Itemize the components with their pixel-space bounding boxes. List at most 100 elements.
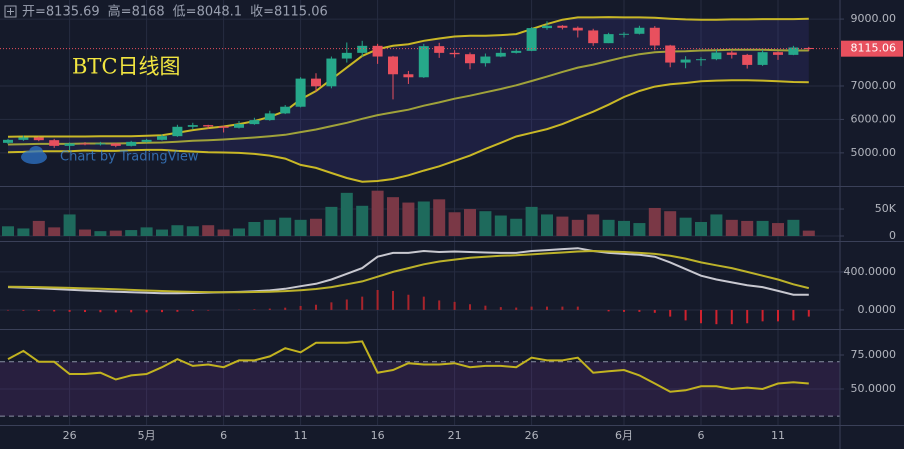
macd-line: [7, 249, 810, 294]
macd-histogram-bar: [268, 308, 271, 310]
macd-histogram-bar: [469, 304, 471, 310]
overlay-line: [7, 79, 809, 183]
macd-histogram-bar: [161, 309, 163, 313]
candle-body: [418, 46, 429, 78]
volume-bar: [448, 212, 461, 237]
candle-body: [557, 25, 568, 28]
volume-bar: [387, 197, 399, 237]
macd-histogram-bar: [638, 309, 641, 312]
header-value: 8115.06: [274, 5, 328, 20]
volume-bar: [248, 221, 261, 237]
candle-body: [3, 139, 13, 143]
macd-histogram-bar: [422, 296, 425, 310]
macd-histogram-bar: [37, 309, 40, 312]
x-tick-label: 5月: [138, 429, 156, 442]
macd-histogram-bar: [761, 309, 764, 322]
candle-body: [357, 45, 368, 53]
candle-body: [665, 45, 676, 63]
candle-body: [80, 143, 90, 145]
volume-bar: [32, 220, 45, 237]
volume-bar: [402, 202, 415, 237]
macd-histogram-bar: [561, 306, 564, 310]
x-tick-label: 21: [448, 429, 462, 442]
candle-body: [249, 120, 260, 125]
volume-bar: [325, 206, 338, 237]
macd-histogram-bar: [623, 309, 625, 312]
header-value: 8048.1: [197, 5, 243, 20]
watermark: Chart by TradingView: [21, 146, 199, 165]
y-tick-label: 7000.00: [851, 79, 897, 92]
volume-bar: [479, 211, 492, 237]
volume-bar: [340, 192, 353, 237]
axis: 9000.00 7000.00 6000.00 5000.00 50K 0 400.0000…: [63, 12, 903, 442]
header-value: 8135.69: [46, 5, 100, 20]
macd-histogram-bar: [22, 309, 25, 311]
candle-body: [757, 52, 768, 65]
candle-body: [234, 124, 244, 128]
x-tick-label: 11: [294, 429, 308, 442]
macd-histogram-bar: [145, 309, 148, 313]
candle-body: [280, 106, 291, 114]
candle-body: [449, 52, 460, 55]
volume-bar: [648, 207, 661, 237]
candle-body: [49, 140, 60, 146]
volume-bar: [633, 223, 646, 237]
candle-body: [603, 34, 614, 44]
macd-histogram-bar: [453, 301, 456, 310]
volume-bar: [233, 228, 245, 237]
candle-body: [311, 78, 321, 87]
macd-histogram-bar: [407, 294, 410, 310]
candle-body: [619, 33, 629, 35]
rsi-band: [0, 361, 840, 417]
macd-histogram-bar: [746, 309, 749, 324]
y-tick-label: 5000.00: [851, 146, 897, 159]
volume-bar: [263, 219, 276, 237]
volume-bar: [510, 218, 523, 237]
x-tick-label: 6: [220, 429, 227, 442]
volume-bar: [279, 217, 292, 237]
candle-body: [680, 59, 691, 63]
macd-histogram-bar: [84, 309, 86, 313]
volume-bar: [433, 199, 446, 237]
volume-bar: [217, 229, 230, 237]
volume-bar: [802, 230, 815, 237]
candle-body: [726, 52, 737, 55]
volume-bar: [356, 205, 369, 237]
candle-body: [773, 52, 783, 55]
macd-histogram-bar: [700, 309, 702, 324]
volume-bar: [186, 226, 199, 237]
x-tick-label: 16: [371, 429, 385, 442]
macd-histogram-bar: [361, 296, 364, 310]
macd-histogram-bar: [484, 305, 487, 310]
macd-histogram-bar: [315, 304, 317, 310]
header-icon[interactable]: [4, 5, 17, 18]
candle-body: [126, 141, 137, 146]
macd-histogram-bar: [730, 309, 733, 325]
macd-histogram-bar: [53, 309, 56, 312]
watermark-icon: [29, 146, 43, 158]
candle-body: [218, 126, 229, 128]
macd-histogram-bar: [684, 309, 687, 321]
header-value: 8168: [132, 5, 165, 20]
candle-body: [511, 50, 522, 53]
macd-histogram-bar: [607, 309, 610, 312]
candle-body: [465, 54, 475, 64]
last-price-label: 8115.06: [851, 42, 897, 55]
candle-body: [480, 56, 491, 64]
candle-body: [33, 137, 44, 141]
candle-body: [388, 56, 398, 75]
volume-bar: [494, 215, 507, 237]
volume-bar: [140, 227, 153, 237]
macd-histogram-bar: [114, 309, 117, 313]
candle-body: [110, 143, 121, 146]
macd-histogram-bar: [669, 309, 672, 317]
y-tick-label: 6000.00: [851, 112, 897, 125]
y-tick-label: 0: [889, 229, 896, 242]
macd-histogram-bar: [376, 289, 379, 310]
volume-bar: [202, 225, 215, 237]
header-label: 开=: [22, 5, 46, 20]
macd-histogram-bar: [99, 309, 102, 313]
macd-histogram-bar: [299, 305, 302, 310]
volume-bar: [741, 220, 754, 237]
candle-body: [803, 47, 814, 49]
